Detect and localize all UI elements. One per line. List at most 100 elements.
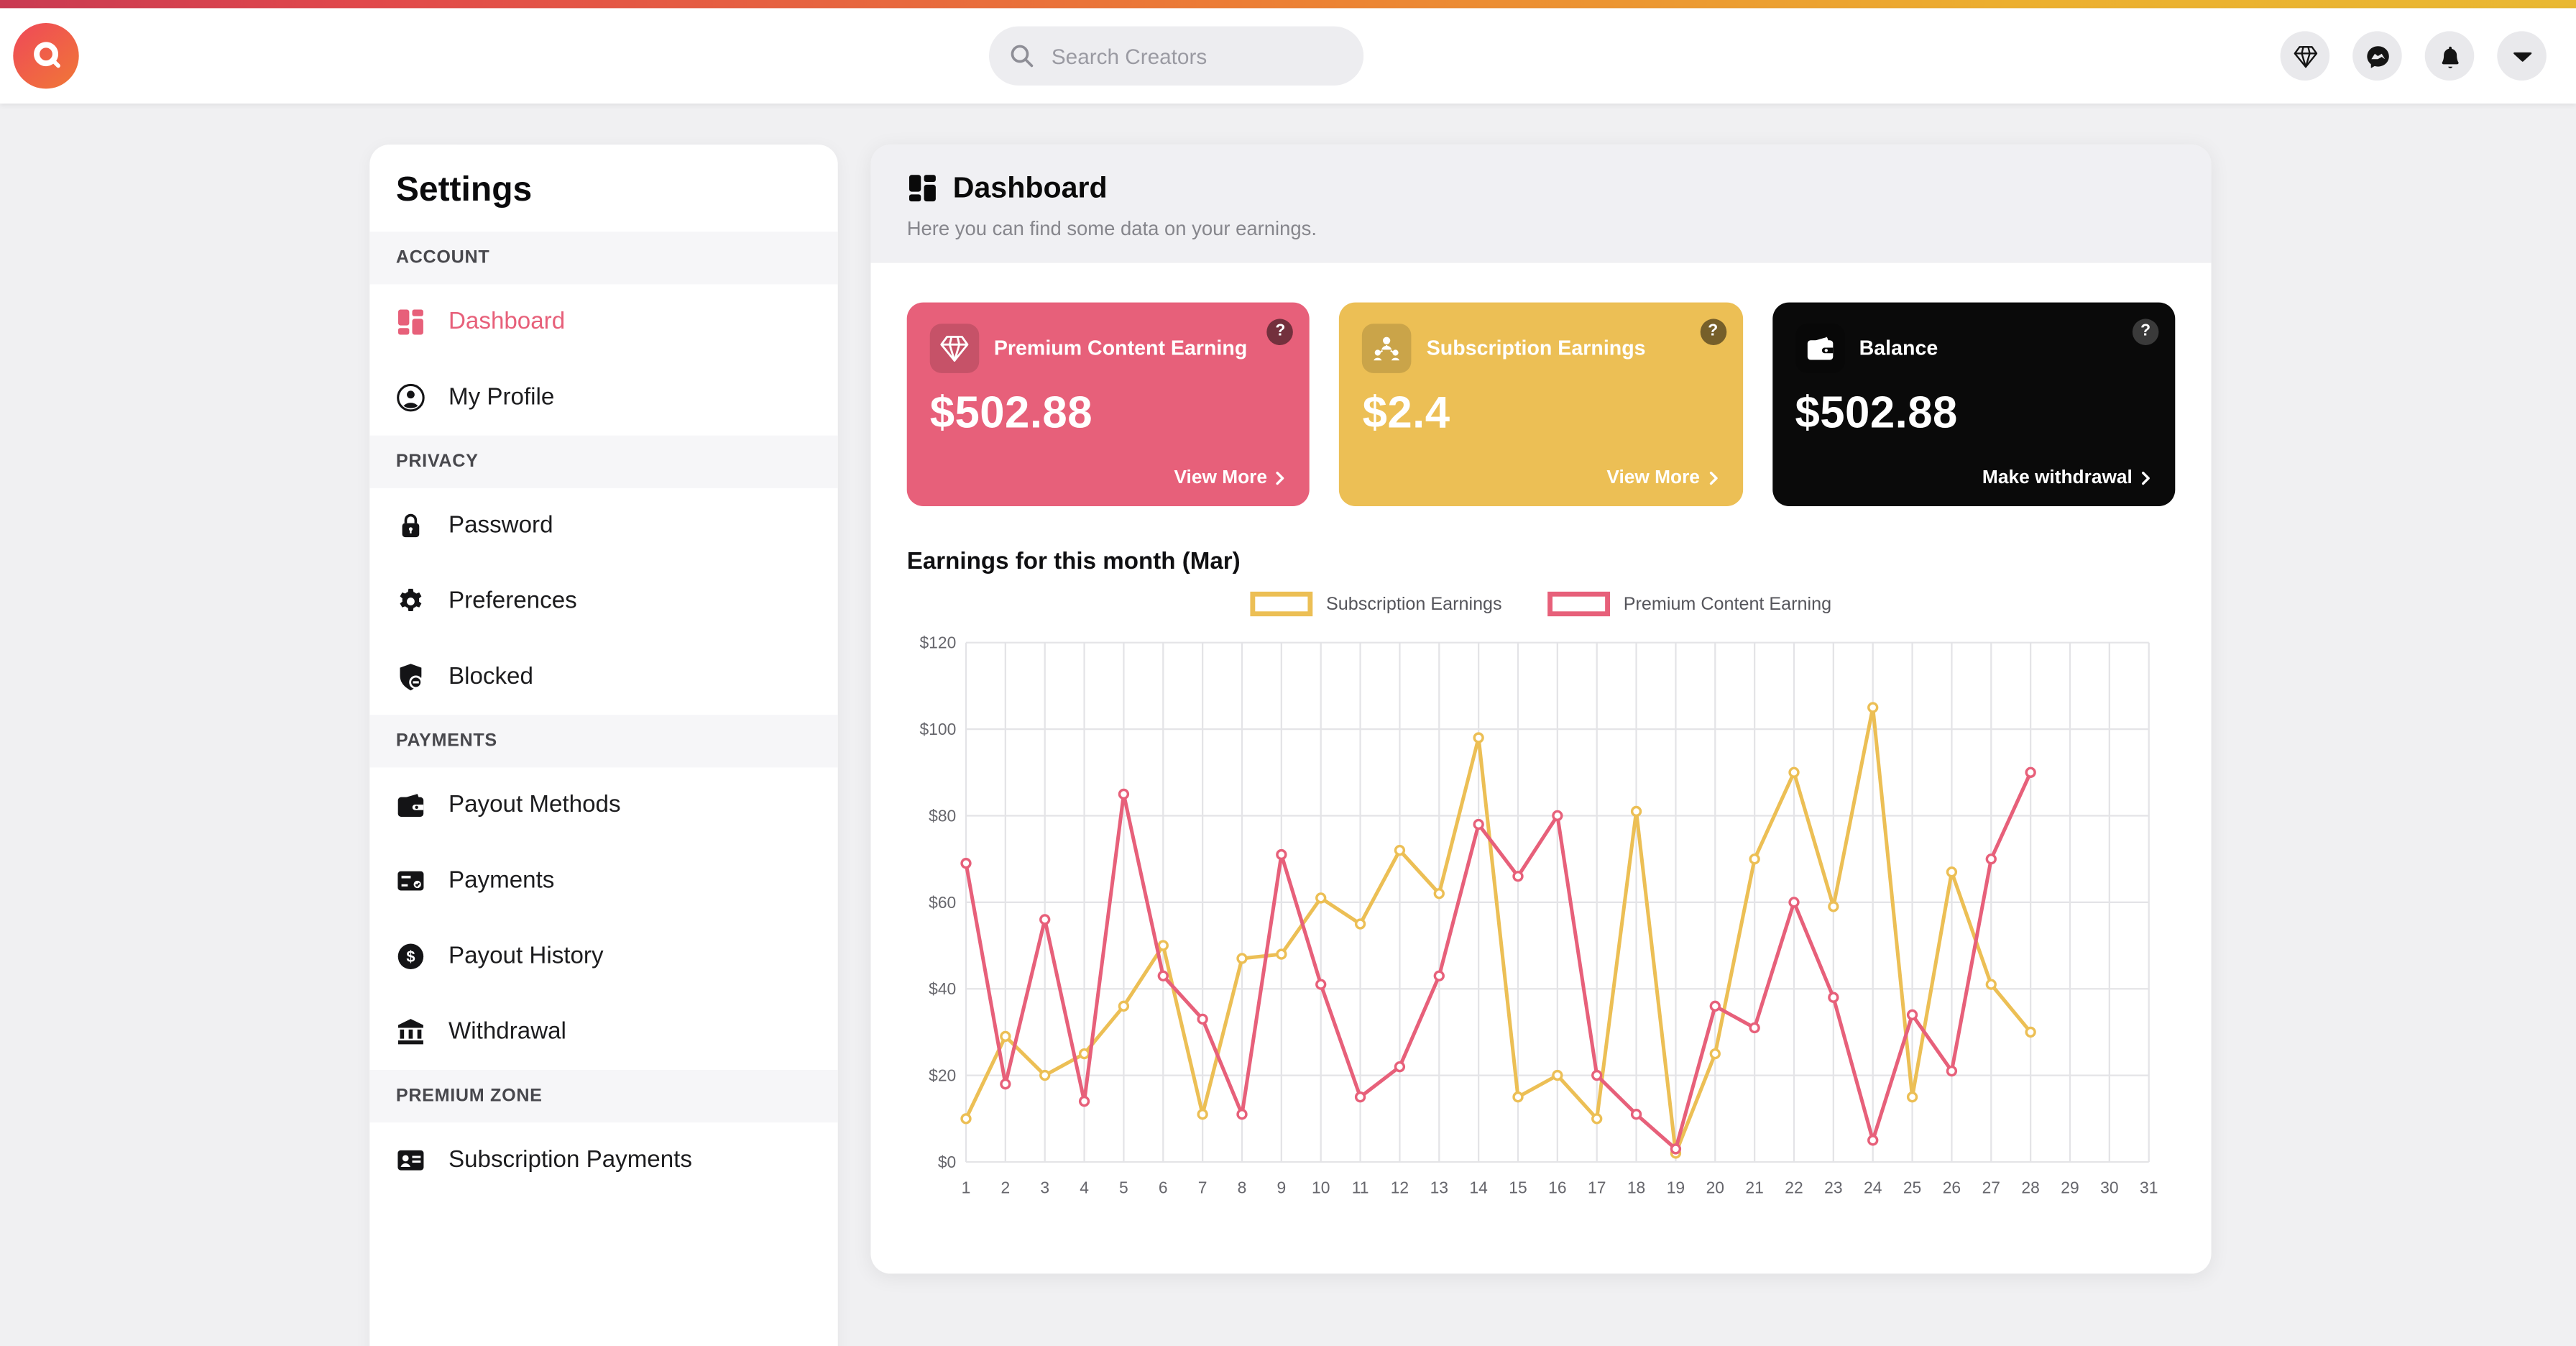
svg-text:30: 30	[2100, 1178, 2118, 1196]
panel-header: Dashboard Here you can find some data on…	[870, 145, 2212, 263]
svg-text:18: 18	[1627, 1178, 1645, 1196]
svg-text:1: 1	[962, 1178, 971, 1196]
legend-swatch	[1547, 591, 1611, 617]
gem-icon	[929, 324, 980, 373]
stat-card-action-label: Make withdrawal	[1982, 468, 2133, 488]
sidebar-item-subscription-payments[interactable]: Subscription Payments	[369, 1122, 837, 1198]
svg-text:31: 31	[2140, 1178, 2158, 1196]
lock-icon	[396, 511, 426, 541]
wallet-icon	[396, 790, 426, 820]
chart-wrap: $0 $20 $40 $60 $80 $100 $120 1 2 3 4 5 6 7 8 9 10 11 12 13 1…	[907, 626, 2176, 1205]
stat-card-value: $2.4	[1362, 388, 1450, 437]
sidebar-item-payout-history[interactable]: $ Payout History	[369, 919, 837, 994]
svg-text:23: 23	[1824, 1178, 1842, 1196]
svg-text:28: 28	[2021, 1178, 2039, 1196]
svg-text:16: 16	[1548, 1178, 1566, 1196]
sidebar-item-label: Withdrawal	[448, 1019, 566, 1045]
svg-text:$20: $20	[929, 1066, 956, 1085]
svg-text:$: $	[406, 948, 415, 966]
chevron-right-icon	[1705, 470, 1721, 487]
svg-text:9: 9	[1276, 1178, 1286, 1196]
top-accent-bar	[0, 0, 2576, 9]
panel-subtitle: Here you can find some data on your earn…	[906, 216, 1317, 240]
sidebar-item-label: Blocked	[448, 664, 533, 691]
stat-card-action-button[interactable]: View More	[1174, 468, 1289, 488]
dashboard-panel: Dashboard Here you can find some data on…	[870, 145, 2212, 1274]
panel-body: Premium Content Earning? $502.88 View More…	[870, 263, 2211, 1245]
topbar	[0, 8, 2576, 104]
grid-icon	[396, 307, 426, 336]
legend-label: Subscription Earnings	[1326, 594, 1502, 614]
sidebar-item-label: Dashboard	[448, 308, 566, 336]
sidebar-item-blocked[interactable]: Blocked	[369, 639, 837, 715]
bell-icon	[2437, 44, 2462, 68]
sidebar-item-my-profile[interactable]: My Profile	[369, 360, 837, 436]
sidebar-section-privacy: PRIVACY	[369, 435, 838, 488]
svg-text:29: 29	[2061, 1178, 2079, 1196]
svg-text:12: 12	[1391, 1178, 1409, 1196]
sidebar-section-account: ACCOUNT	[369, 232, 838, 285]
panel-title-row: Dashboard	[907, 171, 2176, 206]
sidebar-item-payments[interactable]: Payments	[369, 843, 837, 919]
stat-card-action-label: View More	[1606, 468, 1700, 488]
sidebar-item-withdrawal[interactable]: Withdrawal	[369, 994, 837, 1070]
sidebar-item-label: Payout Methods	[448, 792, 621, 819]
search-box[interactable]	[989, 26, 1364, 86]
search-input[interactable]	[1048, 42, 1344, 70]
help-button[interactable]: ?	[2132, 319, 2159, 346]
sidebar-item-label: Preferences	[448, 588, 577, 615]
chevron-right-icon	[2138, 470, 2154, 487]
stat-card-header: Balance	[1795, 324, 2153, 373]
shield-icon	[396, 662, 426, 692]
logo-icon	[24, 35, 67, 77]
gear-icon	[396, 587, 426, 616]
sidebar-item-payout-methods[interactable]: Payout Methods	[369, 767, 837, 843]
legend-item-premium-content-earning[interactable]: Premium Content Earning	[1547, 591, 1831, 617]
panel-title: Dashboard	[952, 170, 1108, 204]
sidebar-item-label: Payments	[448, 867, 555, 894]
svg-text:6: 6	[1159, 1178, 1168, 1196]
messages-button[interactable]	[2352, 31, 2402, 81]
account-menu-button[interactable]	[2497, 31, 2547, 81]
subscription-icon	[396, 1145, 426, 1175]
help-button[interactable]: ?	[1699, 319, 1726, 346]
stat-card-title: Premium Content Earning	[993, 336, 1248, 360]
sidebar-item-password[interactable]: Password	[369, 488, 837, 564]
settings-sidebar: Settings ACCOUNT Dashboard My Profile PRIVA…	[369, 145, 838, 1346]
svg-text:$0: $0	[938, 1153, 956, 1171]
svg-text:$120: $120	[919, 633, 956, 652]
chart-title: Earnings for this month (Mar)	[906, 549, 1241, 576]
referrals-icon	[1362, 324, 1412, 373]
stat-cards: Premium Content Earning? $502.88 View More…	[906, 302, 2176, 507]
svg-text:7: 7	[1198, 1178, 1208, 1196]
messenger-icon	[2365, 44, 2389, 68]
svg-text:26: 26	[1943, 1178, 1961, 1196]
app-logo[interactable]	[13, 23, 79, 89]
premium-button[interactable]	[2280, 31, 2330, 81]
topbar-actions	[2280, 31, 2547, 81]
sidebar-section-payments: PAYMENTS	[369, 715, 838, 768]
svg-text:4: 4	[1080, 1178, 1089, 1196]
coin-icon: $	[396, 942, 426, 971]
chevron-right-icon	[1272, 470, 1289, 487]
stat-card-header: Subscription Earnings	[1362, 324, 1720, 373]
stat-card-title: Subscription Earnings	[1426, 336, 1646, 360]
svg-text:3: 3	[1040, 1178, 1049, 1196]
svg-text:$80: $80	[929, 806, 956, 825]
svg-text:25: 25	[1903, 1178, 1921, 1196]
sidebar-item-preferences[interactable]: Preferences	[369, 564, 837, 639]
stat-card-action-button[interactable]: View More	[1606, 468, 1721, 488]
svg-text:5: 5	[1119, 1178, 1128, 1196]
bank-icon	[396, 1017, 426, 1047]
svg-text:19: 19	[1667, 1178, 1685, 1196]
grid-icon	[907, 173, 938, 203]
help-button[interactable]: ?	[1267, 319, 1294, 346]
legend-item-subscription-earnings[interactable]: Subscription Earnings	[1250, 591, 1502, 617]
stat-card-action-button[interactable]: Make withdrawal	[1982, 468, 2154, 488]
sidebar-item-dashboard[interactable]: Dashboard	[369, 284, 837, 360]
notifications-button[interactable]	[2424, 31, 2475, 81]
stat-card-header: Premium Content Earning	[929, 324, 1287, 373]
svg-text:27: 27	[1982, 1178, 2000, 1196]
